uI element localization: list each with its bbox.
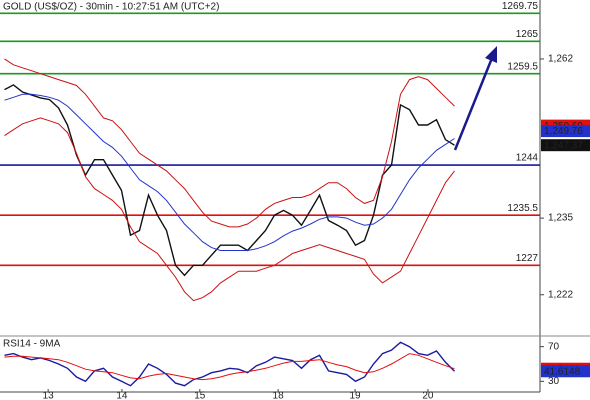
- y-tick-label: 70: [548, 341, 560, 352]
- price-marker-label: 1,249.76: [544, 126, 583, 137]
- level-label: 1265: [516, 29, 539, 40]
- series-line: [4, 353, 455, 381]
- chart-title: GOLD (US$/OZ) - 30min - 10:27:51 AM (UTC…: [3, 2, 219, 13]
- level-label: 1259.5: [507, 61, 538, 72]
- x-tick-label: 15: [194, 391, 206, 400]
- series-line: [4, 93, 455, 251]
- y-tick-label: 1,235: [548, 213, 573, 224]
- level-label: 1244: [516, 153, 539, 164]
- y-tick-label: 30: [548, 376, 560, 387]
- series-line: [4, 117, 455, 302]
- level-label: 1227: [516, 253, 539, 264]
- x-tick-label: 18: [273, 391, 285, 400]
- price-marker-label: 41.6148: [544, 366, 581, 377]
- forecast-arrow: [453, 46, 497, 151]
- price-marker: [541, 365, 590, 378]
- level-label: 1235.5: [507, 203, 538, 214]
- y-tick-label: 1,222: [548, 289, 573, 300]
- x-tick-label: 14: [116, 391, 128, 400]
- price-marker-label: 1,247.37: [544, 140, 583, 151]
- price-marker: [541, 125, 590, 138]
- arrow-shaft: [453, 57, 494, 151]
- x-tick-label: 20: [422, 391, 434, 400]
- y-tick-label: 1,262: [548, 54, 573, 65]
- series-line: [4, 341, 455, 387]
- rsi-title: RSI14 - 9MA: [3, 339, 61, 350]
- price-marker: [541, 139, 590, 152]
- series-line: [4, 58, 455, 228]
- arrow-head: [485, 46, 497, 63]
- level-label: 1269.75: [502, 1, 539, 12]
- x-tick-label: 19: [349, 391, 361, 400]
- x-tick-label: 13: [43, 391, 55, 400]
